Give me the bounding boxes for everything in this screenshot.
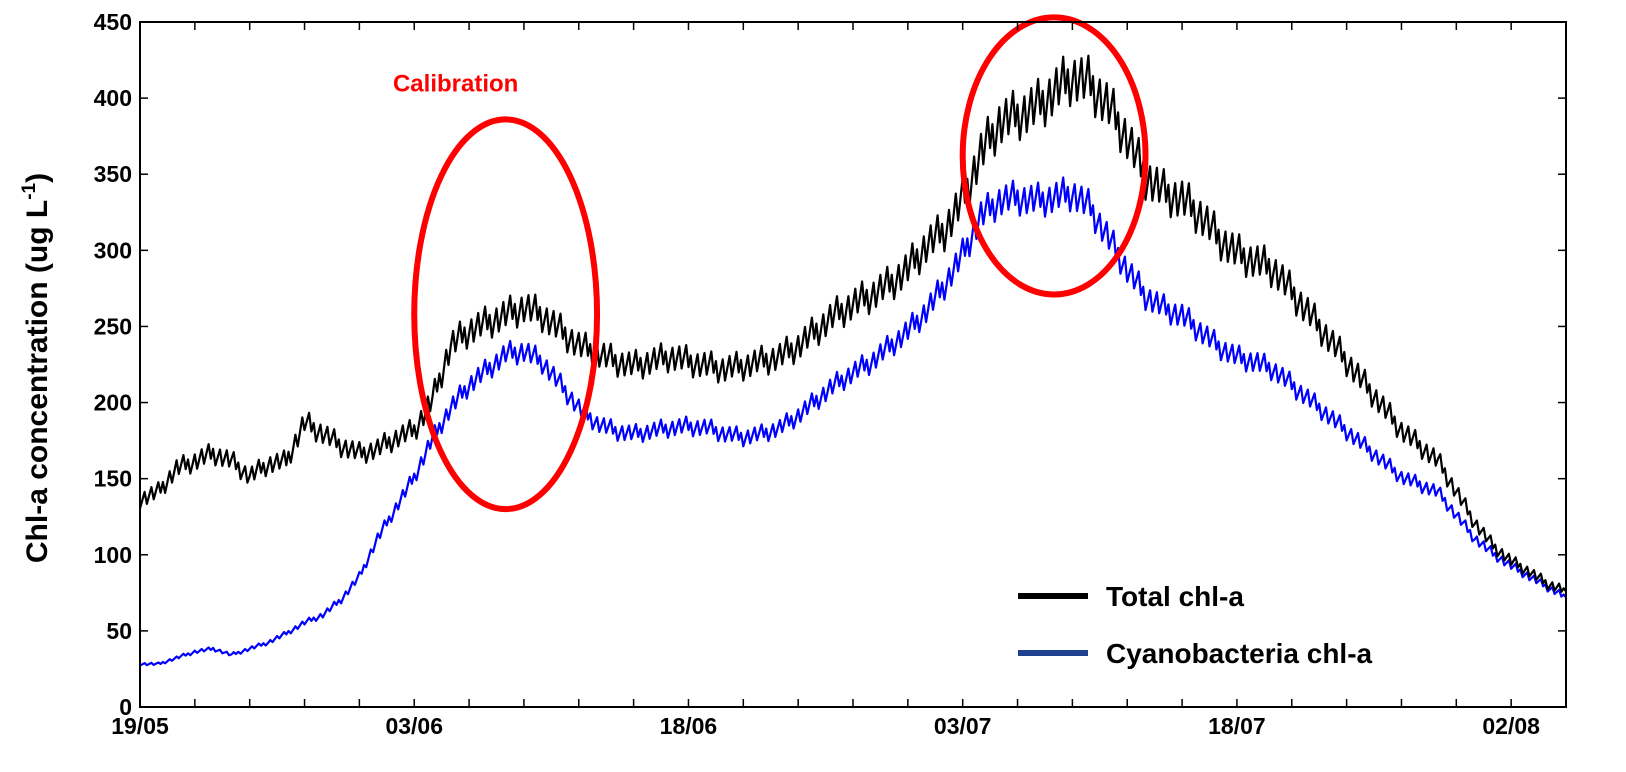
y-axis-title-superscript: -1 <box>19 182 40 199</box>
series-layer <box>138 14 1567 667</box>
x-tick-label: 18/07 <box>1208 713 1266 739</box>
series-line-cyanobacteria-chl-a <box>139 176 1567 667</box>
x-tick-label: 18/06 <box>660 713 718 739</box>
svg-text:Chl-a concentration (ug L-1): Chl-a concentration (ug L-1) <box>19 173 54 563</box>
y-tick-label: 350 <box>94 161 132 187</box>
x-tick-label: 19/05 <box>111 713 169 739</box>
x-tick-label: 02/08 <box>1482 713 1540 739</box>
y-tick-label: 450 <box>94 9 132 35</box>
y-tick-label: 300 <box>94 237 132 263</box>
annotation-label-calibration: Calibration <box>393 70 518 97</box>
series-line-total-chl-a <box>138 54 1567 593</box>
y-tick-label: 200 <box>94 390 132 416</box>
legend: Total chl-a Cyanobacteria chl-a <box>1018 581 1373 669</box>
legend-label-cyanobacteria: Cyanobacteria chl-a <box>1106 638 1373 669</box>
y-tick-label: 150 <box>94 466 132 492</box>
x-tick-label: 03/06 <box>385 713 443 739</box>
legend-label-total: Total chl-a <box>1106 581 1244 612</box>
y-tick-label: 100 <box>94 542 132 568</box>
y-axis-title-main: Chl-a concentration (ug L <box>21 200 54 563</box>
annotation-ellipse-calibration <box>411 116 601 513</box>
y-axis-title: Chl-a concentration (ug L-1) <box>19 173 54 563</box>
y-tick-label: 400 <box>94 85 132 111</box>
annotation-ellipse-validation <box>959 14 1149 298</box>
x-tick-label: 03/07 <box>934 713 992 739</box>
y-tick-label: 0 <box>119 694 132 720</box>
y-tick-label: 50 <box>106 618 132 644</box>
y-tick-label: 250 <box>94 313 132 339</box>
y-axis-title-suffix: ) <box>21 173 54 183</box>
axes-layer: 0 50 100 150 200 250 300 350 400 450 19/05 03/06 18/… <box>94 9 1567 739</box>
annotation-layer: CalibrationValidation <box>393 70 518 97</box>
